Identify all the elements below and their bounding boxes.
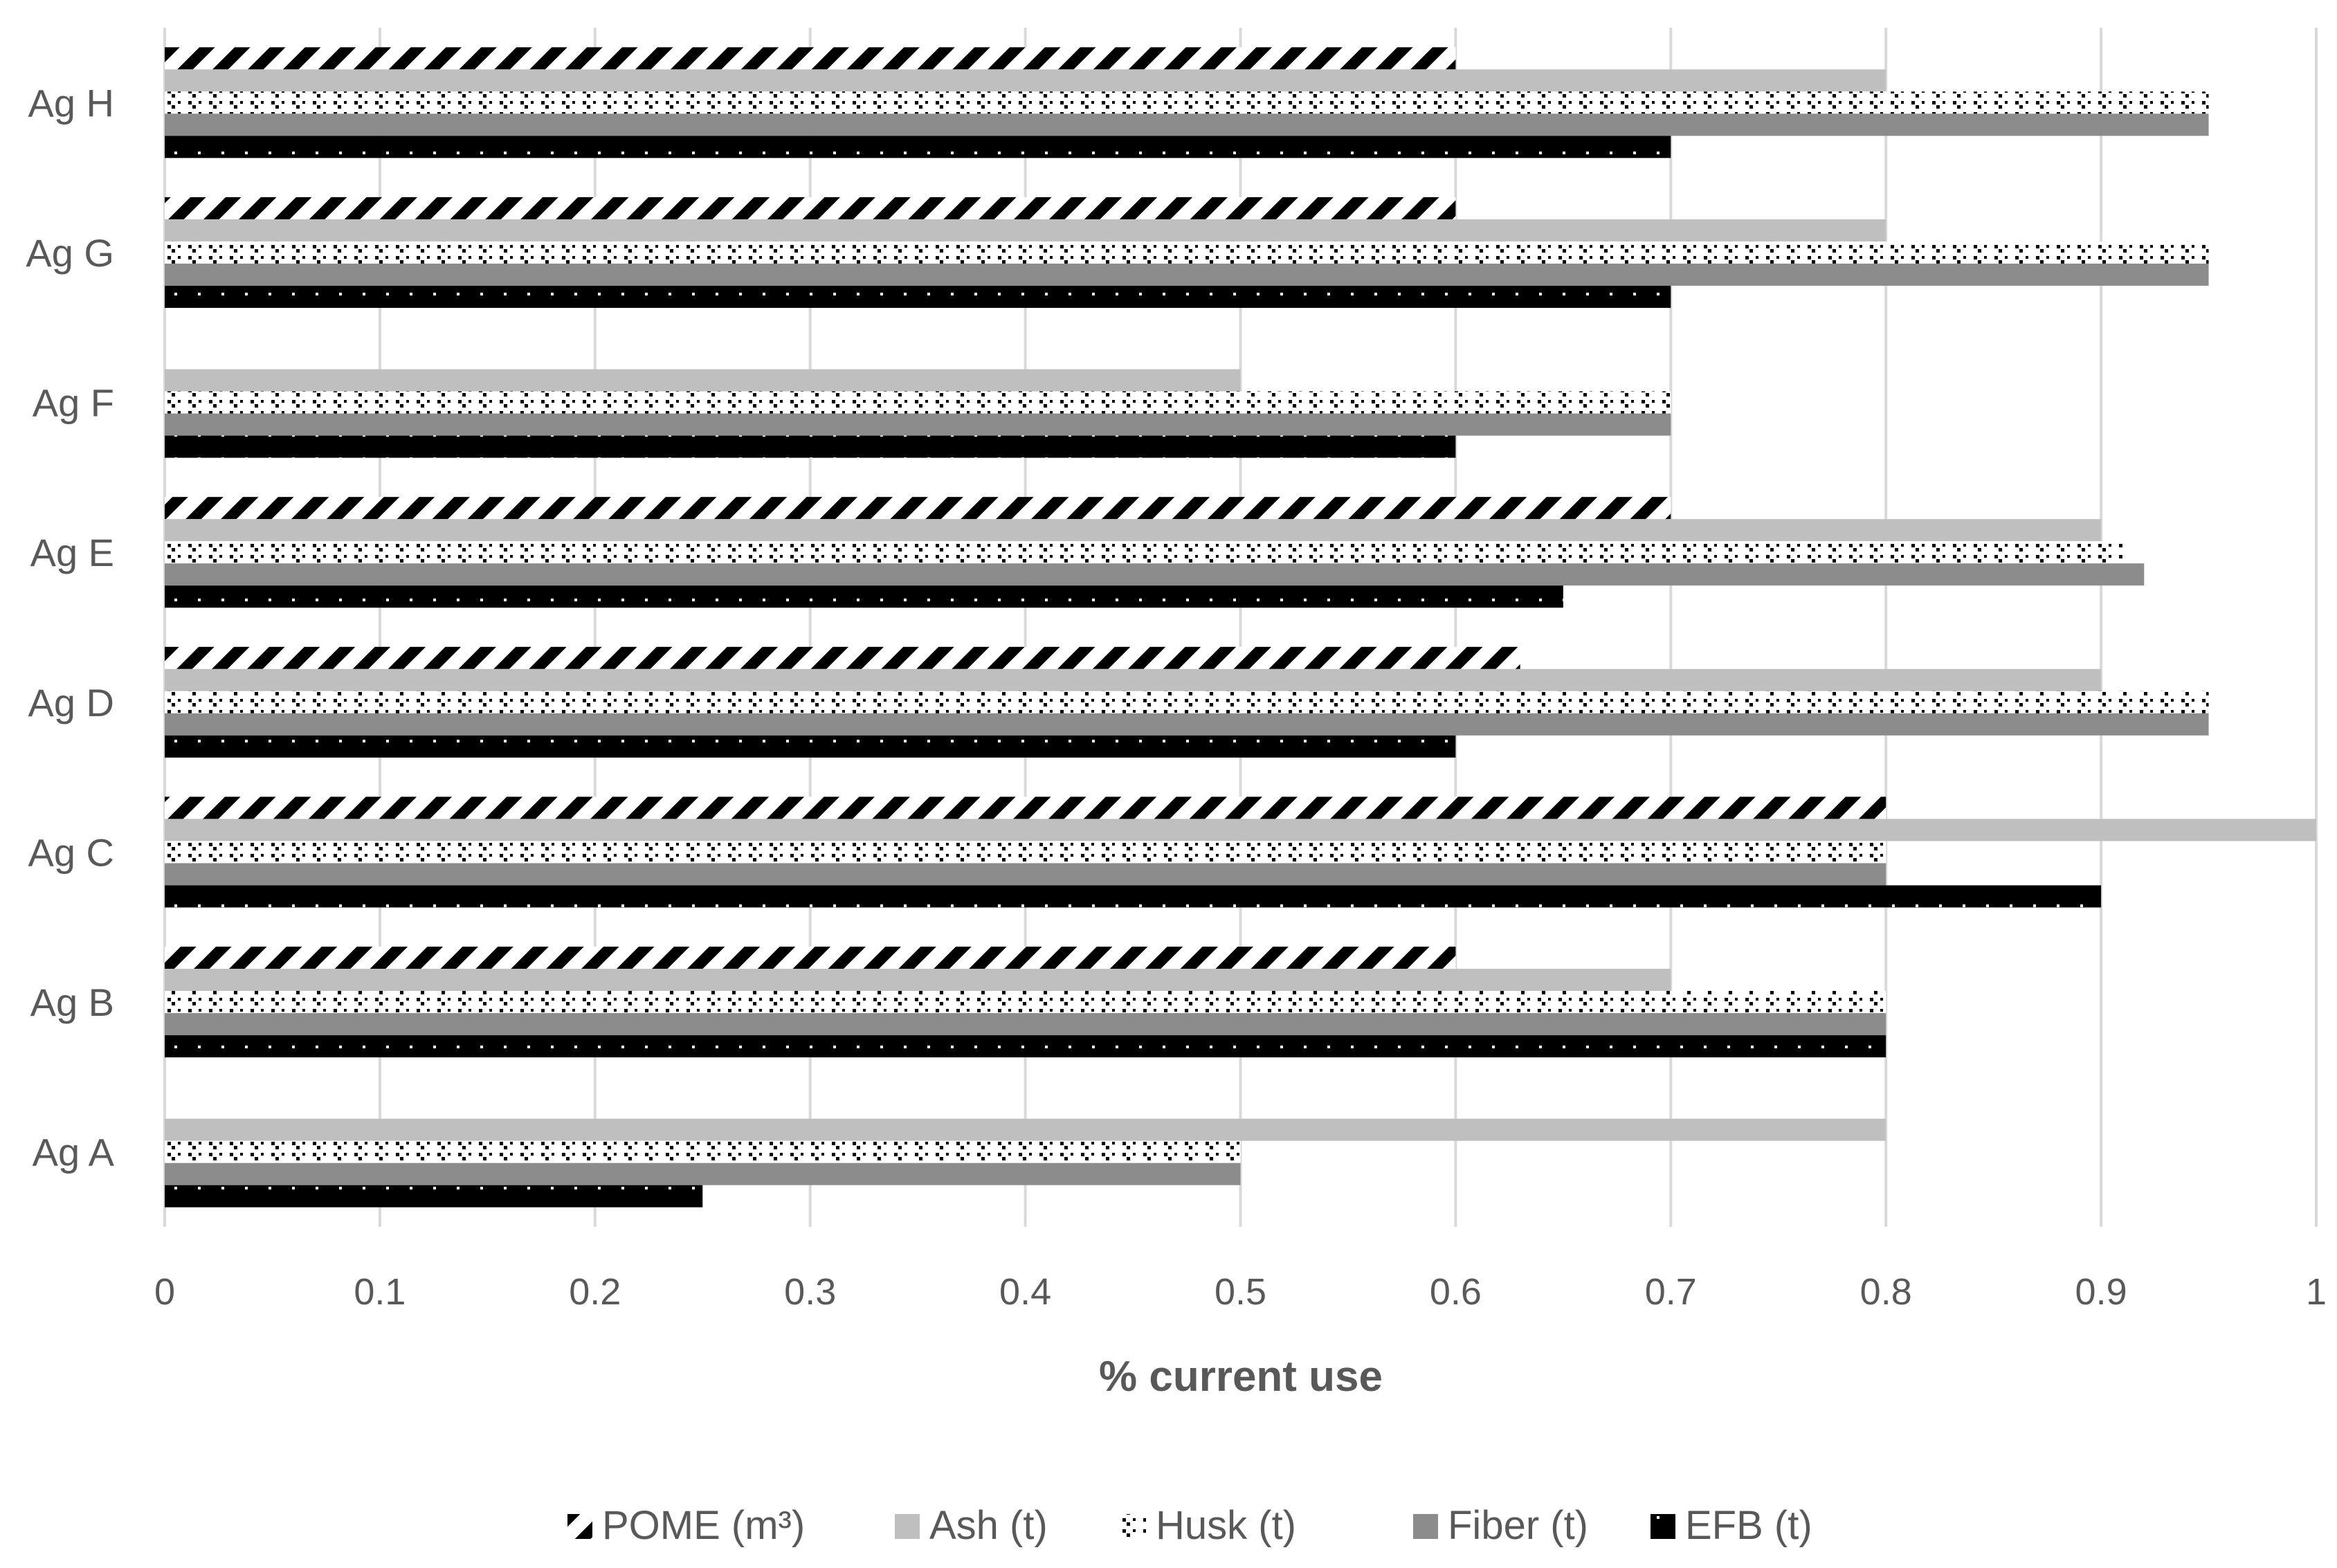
legend-swatch-pome-m (567, 1514, 592, 1539)
category-label: Ag D (28, 681, 115, 724)
x-tick-label: 0.4 (999, 1271, 1051, 1313)
x-tick-label: 0.5 (1215, 1271, 1266, 1313)
x-tick-label: 1 (2306, 1271, 2327, 1313)
x-tick-label: 0.8 (1860, 1271, 1912, 1313)
x-tick-label: 0.2 (569, 1271, 621, 1313)
bar-efb-t-ag-c (165, 885, 2102, 908)
bar-pome-m-ag-h (165, 47, 1456, 70)
bar-husk-t-ag-b (165, 991, 1886, 1014)
category-label: Ag B (30, 981, 114, 1024)
x-tick-label: 0.1 (354, 1271, 406, 1313)
bar-ash-t-ag-e (165, 519, 2102, 542)
legend-label-ash-t: Ash (t) (929, 1503, 1048, 1548)
bar-efb-t-ag-h (165, 136, 1671, 158)
bar-husk-t-ag-d (165, 691, 2209, 713)
bar-fiber-t-ag-g (165, 263, 2209, 286)
bar-efb-t-ag-e (165, 585, 1563, 608)
bar-fiber-t-ag-h (165, 113, 2209, 136)
bar-ash-t-ag-a (165, 1118, 1886, 1141)
legend-swatch-ash-t (895, 1514, 920, 1539)
bar-efb-t-ag-f (165, 435, 1456, 458)
x-tick-label: 0.9 (2075, 1271, 2127, 1313)
category-label: Ag G (26, 231, 114, 275)
legend-swatch-efb-t (1651, 1514, 1675, 1539)
bars (165, 47, 2316, 1207)
bar-husk-t-ag-g (165, 241, 2209, 264)
bar-pome-m-ag-g (165, 197, 1456, 219)
legend-label-pome-m: POME (m³) (602, 1503, 805, 1548)
bar-fiber-t-ag-b (165, 1013, 1886, 1036)
legend-label-fiber-t: Fiber (t) (1448, 1503, 1588, 1548)
bar-husk-t-ag-h (165, 91, 2209, 114)
bar-husk-t-ag-f (165, 391, 1671, 414)
bar-efb-t-ag-a (165, 1185, 703, 1207)
category-label: Ag E (30, 531, 114, 574)
legend-label-husk-t: Husk (t) (1156, 1503, 1296, 1548)
bar-ash-t-ag-h (165, 69, 1886, 92)
legend-swatch-fiber-t (1413, 1514, 1438, 1539)
legend-label-efb-t: EFB (t) (1685, 1503, 1812, 1548)
bar-ash-t-ag-d (165, 668, 2102, 691)
bar-fiber-t-ag-e (165, 563, 2145, 586)
bar-husk-t-ag-a (165, 1140, 1241, 1163)
x-tick-labels: 0 0.1 0.2 0.3 0.4 0.5 0.6 0.7 0.8 0.9 1 (154, 1271, 2327, 1313)
legend-swatch-husk-t (1121, 1514, 1146, 1539)
bar-ash-t-ag-c (165, 819, 2316, 841)
legend: POME (m³) Ash (t) Husk (t) Fiber (t) EFB (t) (567, 1503, 1812, 1548)
x-axis-title: % current use (1099, 1353, 1383, 1401)
category-label: Ag F (33, 381, 114, 425)
bar-pome-m-ag-d (165, 646, 1520, 669)
bar-pome-m-ag-c (165, 796, 1886, 819)
bar-husk-t-ag-e (165, 541, 2123, 564)
bar-fiber-t-ag-f (165, 413, 1671, 436)
category-labels: Ag A Ag B Ag C Ag D Ag E Ag F Ag G Ag H (26, 81, 114, 1174)
bar-ash-t-ag-b (165, 969, 1671, 992)
x-tick-label: 0.7 (1645, 1271, 1697, 1313)
bar-ash-t-ag-f (165, 369, 1241, 392)
category-label: Ag C (28, 830, 115, 874)
bar-fiber-t-ag-a (165, 1163, 1241, 1185)
bar-husk-t-ag-c (165, 841, 1886, 864)
x-tick-label: 0.6 (1430, 1271, 1482, 1313)
bar-fiber-t-ag-c (165, 863, 1886, 886)
bar-pome-m-ag-e (165, 497, 1671, 520)
bar-fiber-t-ag-d (165, 713, 2209, 736)
bar-ash-t-ag-g (165, 219, 1886, 241)
category-label: Ag A (33, 1131, 115, 1174)
category-label: Ag H (28, 81, 115, 125)
x-tick-label: 0 (154, 1271, 175, 1313)
bar-efb-t-ag-b (165, 1035, 1886, 1058)
bar-efb-t-ag-d (165, 735, 1456, 758)
x-tick-label: 0.3 (784, 1271, 836, 1313)
bar-efb-t-ag-g (165, 285, 1671, 308)
bar-pome-m-ag-b (165, 947, 1456, 969)
